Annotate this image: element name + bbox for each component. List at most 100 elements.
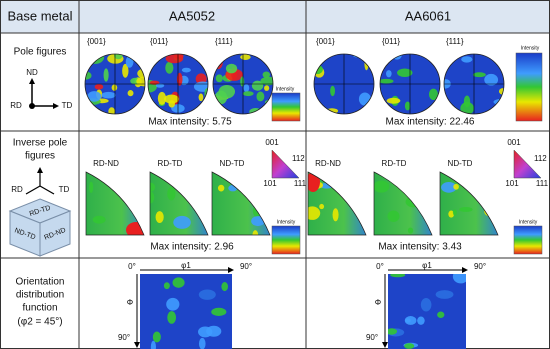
row-label: distribution (16, 290, 64, 301)
texture-spot (151, 54, 165, 57)
texture-spot (167, 311, 177, 324)
texture-spot (308, 206, 321, 220)
key-label: 112 (534, 154, 547, 163)
texture-spot (221, 282, 229, 292)
texture-spot (483, 204, 496, 217)
texture-spot (460, 102, 475, 114)
odf-label: φ1 (181, 261, 191, 270)
header-bg (0, 0, 550, 33)
legend-title: Intensity (276, 86, 295, 92)
texture-spot (215, 74, 223, 83)
texture-spot (217, 184, 225, 192)
texture-spot (425, 188, 431, 201)
texture-spot (122, 63, 129, 78)
texture-spot (428, 88, 438, 101)
pole-outline (443, 53, 505, 115)
texture-spot (214, 90, 228, 105)
color-bar (513, 225, 543, 255)
plane-label: {001} (316, 37, 335, 46)
texture-spot (103, 68, 109, 82)
texture-spot (163, 282, 170, 290)
texture-spot (264, 85, 270, 91)
pole-outline (212, 53, 274, 115)
texture-spot (251, 80, 264, 91)
texture-spot (225, 63, 238, 74)
key-label: 112 (292, 154, 305, 163)
key-label: 001 (507, 138, 521, 147)
texture-spot (157, 91, 167, 105)
texture-spot (452, 274, 466, 284)
pole-outline (313, 53, 375, 115)
plane-label: {111} (446, 37, 464, 46)
texture-spot (459, 206, 473, 212)
section-label: RD-ND (315, 159, 341, 168)
odf-label: 90° (240, 262, 252, 271)
corner-header: Base metal (7, 8, 72, 23)
image-panel (308, 172, 366, 235)
texture-spot (150, 182, 156, 192)
texture-spot (387, 210, 400, 222)
texture-spot (164, 94, 179, 104)
pole-outline (84, 53, 146, 115)
pole-outline (147, 53, 209, 115)
odf-label: 90° (118, 333, 130, 342)
texture-spot (390, 274, 406, 278)
axes-icon (25, 167, 55, 195)
texture-spot (150, 340, 156, 349)
texture-spot (417, 316, 425, 325)
texture-spot (119, 177, 125, 184)
ipf-outline (85, 171, 145, 236)
axes-icon (29, 78, 59, 109)
texture-spot (405, 318, 412, 323)
texture-spot (420, 298, 432, 312)
key-label: 001 (265, 138, 279, 147)
texture-spot (155, 211, 164, 224)
texture-spot (193, 81, 208, 92)
texture-spot (87, 91, 102, 102)
texture-spot (94, 84, 104, 90)
image-panel (440, 172, 498, 235)
ipf-outline (211, 171, 271, 236)
texture-spot (319, 203, 325, 210)
texture-spot (101, 91, 116, 99)
texture-spot (386, 70, 392, 78)
axis-label: ND (26, 68, 38, 77)
texture-spot (404, 343, 415, 349)
image-panel (444, 54, 504, 114)
texture-spot (380, 78, 394, 84)
texture-spot (448, 210, 455, 218)
texture-spot (165, 61, 174, 74)
texture-spot (242, 91, 254, 97)
texture-spot (252, 230, 259, 235)
texture-spot (240, 54, 251, 60)
key-label: 111 (294, 179, 307, 188)
texture-spot (256, 91, 265, 102)
texture-spot (198, 326, 213, 338)
texture-spot (437, 311, 445, 319)
texture-spot (173, 215, 191, 229)
texture-spot (358, 92, 371, 106)
texture-spot (452, 209, 457, 216)
axis-label: TD (59, 185, 70, 194)
texture-spot (85, 54, 96, 63)
arrow-head (382, 342, 388, 348)
arrow-head (228, 267, 234, 273)
row-label: (φ2 = 45°) (17, 317, 62, 328)
odf-label: 0° (128, 262, 136, 271)
row-label: figures (25, 151, 55, 162)
texture-spot (435, 290, 454, 299)
image-panel (388, 274, 466, 349)
texture-spot (138, 177, 144, 184)
sample-header: AA6061 (405, 8, 451, 23)
texture-spot (198, 289, 216, 300)
ipf-outline (439, 171, 499, 236)
section-label: RD-ND (93, 159, 119, 168)
texture-spot (330, 85, 336, 97)
texture-spot (152, 331, 161, 343)
texture-spot (198, 93, 204, 102)
image-panel (140, 274, 232, 349)
texture-spot (211, 307, 227, 316)
cube (8, 198, 72, 257)
texture-spot (251, 216, 265, 227)
